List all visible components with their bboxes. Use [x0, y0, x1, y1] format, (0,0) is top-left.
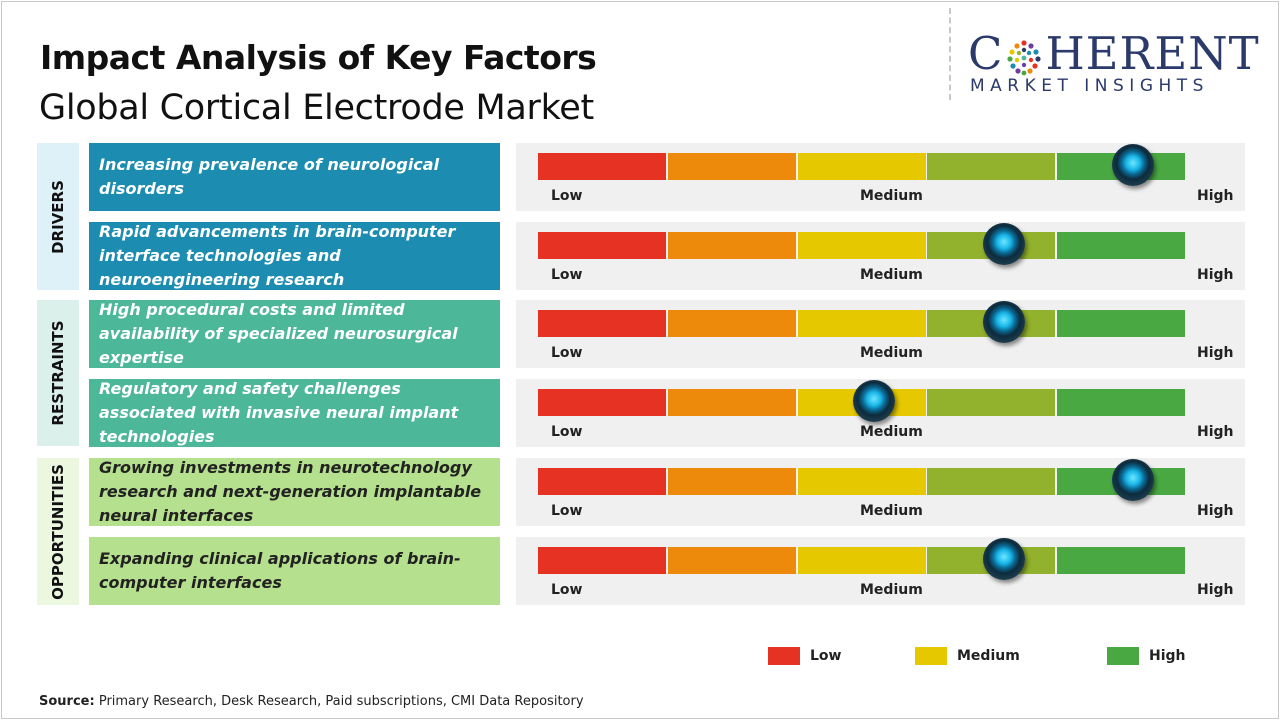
legend-swatch: [915, 647, 947, 665]
scale-label-medium: Medium: [860, 267, 923, 283]
impact-segment: [1057, 547, 1185, 574]
factor-label: Rapid advancements in brain-computer int…: [99, 222, 456, 289]
scale-label-medium: Medium: [860, 424, 923, 440]
legend-item-low: Low: [768, 647, 841, 665]
impact-bar: Low Medium High: [516, 300, 1245, 368]
chart-subtitle: Global Cortical Electrode Market: [39, 88, 594, 128]
impact-segment: [668, 389, 796, 416]
scale-label-high: High: [1197, 188, 1234, 204]
scale-label-low: Low: [551, 188, 583, 204]
scale-label-high: High: [1197, 503, 1234, 519]
category-drivers: DRIVERS: [37, 143, 79, 290]
impact-segment: [1057, 389, 1185, 416]
legend-swatch: [768, 647, 800, 665]
factor-text-box: Expanding clinical applications of brain…: [89, 537, 500, 605]
impact-indicator-knob: [1112, 144, 1155, 186]
impact-indicator-knob: [982, 538, 1025, 580]
source-note: Source: Primary Research, Desk Research,…: [39, 694, 584, 709]
impact-segment: [798, 547, 926, 574]
legend-item-medium: Medium: [915, 647, 1020, 665]
category-opportunities: OPPORTUNITIES: [37, 458, 79, 605]
logo-dots-icon: [1005, 35, 1043, 76]
impact-segment: [798, 468, 926, 495]
impact-indicator-knob: [982, 301, 1025, 343]
scale-label-low: Low: [551, 424, 583, 440]
impact-segment: [927, 153, 1055, 180]
impact-segment: [1057, 232, 1185, 259]
scale-label-high: High: [1197, 267, 1234, 283]
impact-segment: [668, 153, 796, 180]
scale-label-medium: Medium: [860, 188, 923, 204]
impact-segment: [538, 153, 666, 180]
factor-label: Increasing prevalence of neurological di…: [99, 155, 440, 198]
impact-segment: [668, 232, 796, 259]
legend-label: Medium: [957, 648, 1020, 664]
impact-segment: [538, 547, 666, 574]
impact-segment: [668, 547, 796, 574]
impact-segment: [538, 468, 666, 495]
factor-label: Expanding clinical applications of brain…: [99, 549, 461, 592]
legend-label: High: [1149, 648, 1186, 664]
impact-segment: [798, 232, 926, 259]
scale-label-low: Low: [551, 503, 583, 519]
scale-label-low: Low: [551, 582, 583, 598]
scale-label-medium: Medium: [860, 582, 923, 598]
impact-indicator-knob: [1112, 459, 1155, 501]
impact-indicator-knob: [982, 223, 1025, 265]
logo-subtitle: MARKET INSIGHTS: [970, 76, 1209, 96]
scale-label-medium: Medium: [860, 503, 923, 519]
chart-title: Impact Analysis of Key Factors: [40, 38, 597, 77]
impact-segment: [927, 468, 1055, 495]
impact-bar: Low Medium High: [516, 458, 1245, 526]
source-label: Source:: [39, 694, 95, 709]
scale-label-low: Low: [551, 267, 583, 283]
factor-label: High procedural costs and limited availa…: [99, 300, 458, 367]
impact-segment: [538, 389, 666, 416]
category-label: RESTRAINTS: [49, 320, 67, 426]
scale-label-low: Low: [551, 345, 583, 361]
legend-label: Low: [810, 648, 842, 664]
logo-divider: [949, 8, 951, 100]
category-label: DRIVERS: [49, 179, 67, 254]
impact-segment: [668, 310, 796, 337]
impact-segment: [927, 389, 1055, 416]
category-restraints: RESTRAINTS: [37, 300, 79, 446]
impact-bar: Low Medium High: [516, 143, 1245, 211]
factor-label: Regulatory and safety challenges associa…: [99, 379, 459, 446]
factor-text-box: Rapid advancements in brain-computer int…: [89, 222, 500, 290]
source-text: Primary Research, Desk Research, Paid su…: [98, 694, 584, 709]
factor-label: Growing investments in neurotechnology r…: [99, 458, 482, 525]
factor-text-box: Increasing prevalence of neurological di…: [89, 143, 500, 211]
impact-segment: [798, 153, 926, 180]
factor-text-box: High procedural costs and limited availa…: [89, 300, 500, 368]
company-logo: C: [968, 27, 1268, 97]
impact-segment: [538, 310, 666, 337]
impact-segment: [538, 232, 666, 259]
scale-label-medium: Medium: [860, 345, 923, 361]
scale-label-high: High: [1197, 345, 1234, 361]
impact-indicator-knob: [853, 380, 896, 422]
impact-segment: [668, 468, 796, 495]
legend-swatch: [1107, 647, 1139, 665]
impact-bar: Low Medium High: [516, 537, 1245, 605]
impact-bar: Low Medium High: [516, 379, 1245, 447]
category-label: OPPORTUNITIES: [49, 463, 67, 600]
scale-label-high: High: [1197, 582, 1234, 598]
legend-item-high: High: [1107, 647, 1186, 665]
impact-segment: [798, 310, 926, 337]
impact-segment: [1057, 310, 1185, 337]
factor-text-box: Growing investments in neurotechnology r…: [89, 458, 500, 526]
scale-label-high: High: [1197, 424, 1234, 440]
logo-wordmark: HERENT: [1045, 27, 1260, 80]
impact-bar: Low Medium High: [516, 222, 1245, 290]
factor-text-box: Regulatory and safety challenges associa…: [89, 379, 500, 447]
logo-letter-c: C: [968, 27, 1004, 80]
